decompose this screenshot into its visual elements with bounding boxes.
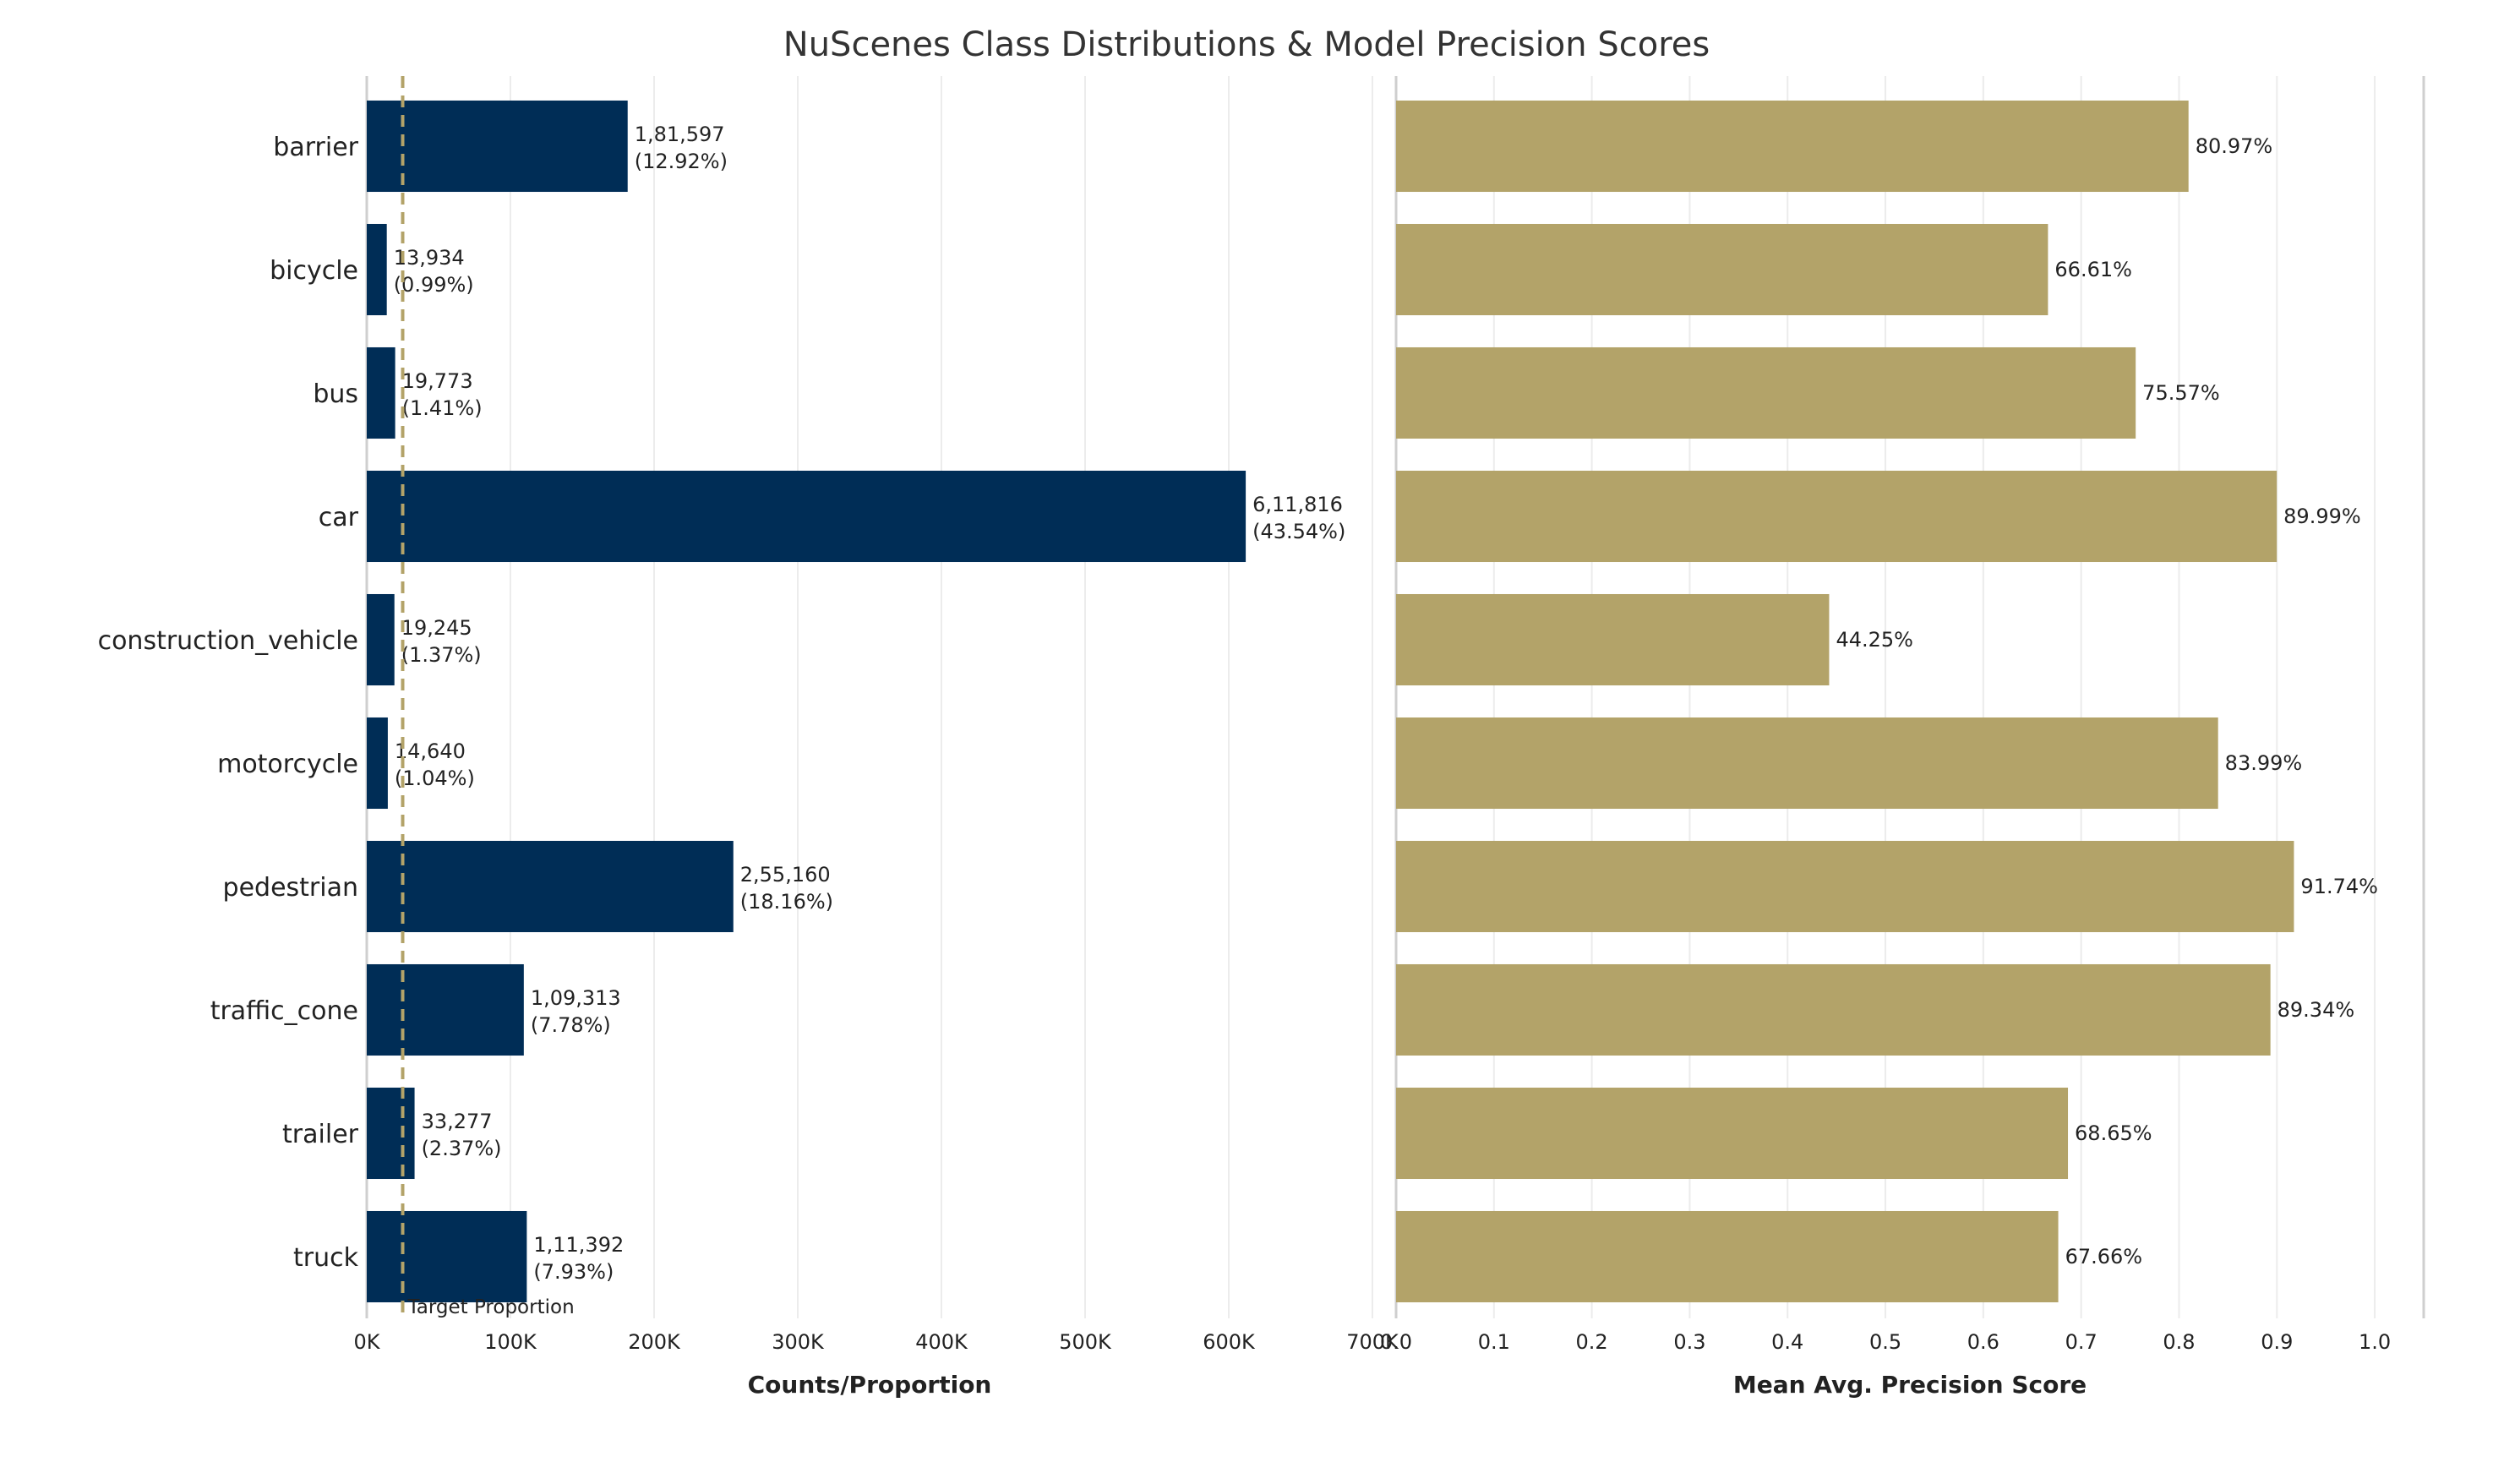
- x-tick-label: 300K: [772, 1330, 825, 1354]
- bar-car: [367, 470, 1246, 563]
- data-label-count: 14,640: [395, 739, 466, 763]
- x-tick-label: 400K: [915, 1330, 968, 1354]
- bar-truck: [1396, 1210, 2059, 1303]
- bar-truck: [367, 1210, 527, 1303]
- category-label-construction_vehicle: construction_vehicle: [98, 626, 358, 656]
- bar-pedestrian: [367, 840, 734, 933]
- data-label-count: 19,773: [402, 369, 473, 393]
- category-label-motorcycle: motorcycle: [217, 750, 358, 779]
- data-label-count: 1,11,392: [533, 1233, 624, 1257]
- bar-traffic_cone: [1396, 963, 2271, 1056]
- x-tick-label: 600K: [1203, 1330, 1256, 1354]
- x-axis-label: Counts/Proportion: [748, 1371, 992, 1399]
- data-label-count: 1,09,313: [531, 986, 621, 1010]
- bar-motorcycle: [367, 717, 388, 810]
- data-label-percent: (7.93%): [533, 1260, 614, 1284]
- bar-barrier: [1396, 100, 2189, 193]
- x-axis-label: Mean Avg. Precision Score: [1733, 1371, 2087, 1399]
- data-label-percent: (7.78%): [531, 1013, 611, 1037]
- category-label-bus: bus: [313, 379, 358, 409]
- x-tick-label: 100K: [484, 1330, 537, 1354]
- x-tick-label: 700K: [1346, 1330, 1399, 1354]
- data-label-percent: (18.16%): [740, 890, 833, 914]
- data-label-percent: (0.99%): [394, 273, 474, 297]
- x-tick-label: 0.2: [1576, 1330, 1608, 1354]
- category-label-barrier: barrier: [273, 133, 358, 162]
- x-tick-label: 0.1: [1478, 1330, 1510, 1354]
- chart-title: NuScenes Class Distributions & Model Pre…: [783, 25, 1710, 64]
- data-label-count: 6,11,816: [1252, 493, 1343, 516]
- category-label-truck: truck: [293, 1243, 359, 1273]
- bar-car: [1396, 470, 2278, 563]
- data-label-precision: 68.65%: [2075, 1121, 2152, 1145]
- x-tick-label: 0.4: [1771, 1330, 1803, 1354]
- x-tick-label: 0K: [353, 1330, 380, 1354]
- x-tick-label: 200K: [628, 1330, 681, 1354]
- bar-traffic_cone: [367, 963, 524, 1056]
- data-label-count: 33,277: [422, 1110, 493, 1133]
- data-label-precision: 67.66%: [2065, 1245, 2143, 1268]
- bar-bus: [367, 346, 395, 439]
- data-label-percent: (1.41%): [402, 396, 483, 420]
- bar-trailer: [1396, 1087, 2069, 1180]
- bar-bus: [1396, 346, 2136, 439]
- data-label-count: 13,934: [394, 246, 465, 270]
- category-label-traffic_cone: traffic_cone: [210, 996, 358, 1026]
- data-label-precision: 89.34%: [2278, 998, 2355, 1022]
- data-label-precision: 80.97%: [2196, 134, 2273, 158]
- x-tick-label: 0.3: [1673, 1330, 1705, 1354]
- data-label-precision: 44.25%: [1836, 628, 1913, 652]
- data-label-precision: 89.99%: [2283, 505, 2361, 528]
- data-label-count: 1,81,597: [635, 123, 725, 146]
- data-label-percent: (43.54%): [1252, 520, 1345, 543]
- category-label-car: car: [319, 503, 359, 532]
- category-label-trailer: trailer: [282, 1120, 359, 1149]
- x-tick-label: 0.5: [1869, 1330, 1901, 1354]
- data-label-precision: 66.61%: [2054, 258, 2132, 281]
- bar-bicycle: [1396, 223, 2048, 316]
- x-tick-label: 0.6: [1967, 1330, 1999, 1354]
- x-tick-label: 0.8: [2163, 1330, 2195, 1354]
- bar-construction_vehicle: [367, 593, 395, 686]
- x-tick-label: 0.7: [2065, 1330, 2098, 1354]
- bar-trailer: [367, 1087, 415, 1180]
- precision-panel: 0.0 0.1 0.2 0.3 0.4 0.5 0.6 0.7 0.8 0.9 1.0 Mean Av…: [1380, 76, 2425, 1399]
- bar-bicycle: [367, 223, 387, 316]
- data-label-count: 19,245: [401, 616, 472, 640]
- data-label-percent: (1.37%): [401, 643, 482, 667]
- x-tick-label: 0.9: [2261, 1330, 2293, 1354]
- bar-motorcycle: [1396, 717, 2218, 810]
- data-label-percent: (2.37%): [422, 1137, 502, 1160]
- category-label-pedestrian: pedestrian: [223, 873, 358, 903]
- data-label-count: 2,55,160: [740, 863, 831, 887]
- x-tick-label: 500K: [1059, 1330, 1112, 1354]
- bar-pedestrian: [1396, 840, 2294, 933]
- data-label-percent: (12.92%): [635, 150, 728, 173]
- data-label-percent: (1.04%): [395, 767, 475, 790]
- counts-panel: 0K 100K 200K 300K 400K 500K 600K 700K Counts/Pro…: [98, 76, 1399, 1399]
- data-label-precision: 91.74%: [2300, 875, 2378, 898]
- target-proportion-label: Target Proportion: [407, 1296, 575, 1318]
- category-label-bicycle: bicycle: [270, 256, 358, 286]
- data-label-precision: 83.99%: [2225, 751, 2303, 775]
- bar-barrier: [367, 100, 628, 193]
- data-label-precision: 75.57%: [2142, 381, 2220, 405]
- bar-construction_vehicle: [1396, 593, 1830, 686]
- x-tick-label: 0.0: [1380, 1330, 1412, 1354]
- x-tick-label: 1.0: [2359, 1330, 2391, 1354]
